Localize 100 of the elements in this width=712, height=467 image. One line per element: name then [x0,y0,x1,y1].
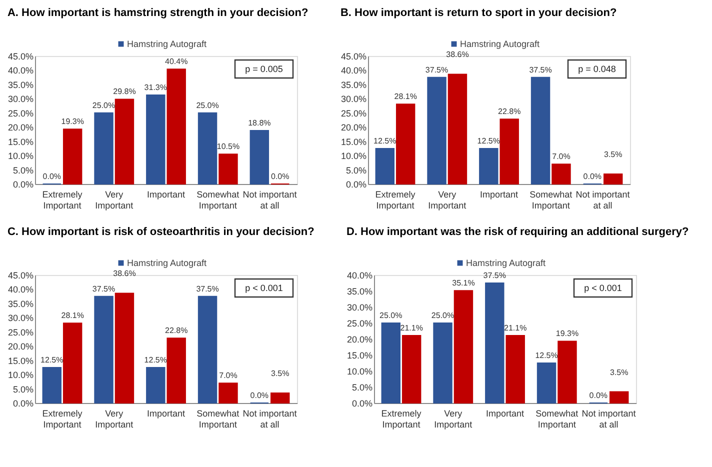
data-label: 37.5% [529,65,552,74]
y-tick-label: 5.0% [352,382,372,392]
bar [485,282,504,404]
data-label: 12.5% [40,355,64,364]
data-label: 38.6% [113,269,136,278]
x-tick-label: Important [480,190,518,200]
bar [381,322,400,404]
x-tick-label: Very Important [434,408,473,430]
bar [558,340,577,404]
y-tick-label: 25.0% [8,108,34,118]
bar [146,94,166,184]
data-label: 37.5% [196,284,219,294]
y-tick-label: 35.0% [8,80,34,90]
chart-title: C. How important is risk of osteoarthritis in your decision? [7,226,315,238]
legend-label: Hamstring Autograft [127,258,208,268]
x-tick-label: Important [486,408,524,418]
data-label: 12.5% [374,136,396,146]
bar [218,382,238,404]
y-tick-label: 40.0% [346,270,372,280]
data-label: 0.0% [583,172,602,181]
y-tick-label: 0.0% [12,398,34,408]
annotation: p < 0.001 [584,283,622,293]
bar [114,98,134,184]
data-label: 22.8% [165,326,188,336]
y-tick-label: 10.0% [8,370,34,380]
legend-label: Hamstring Autograft [127,39,208,49]
bar [433,322,452,404]
data-label: 0.0% [42,172,62,181]
x-tick-label: Somewhat Important [530,190,573,210]
y-tick-label: 0.0% [352,398,372,408]
data-label: 37.5% [92,284,116,294]
x-tick-label: Very Important [95,190,134,210]
y-tick-label: 30.0% [8,94,34,104]
data-label: 22.8% [498,107,521,116]
x-tick-label: Important [146,408,186,418]
y-tick-label: 5.0% [12,165,34,176]
bar [552,164,571,184]
data-label: 28.1% [394,92,417,102]
data-label: 19.3% [61,117,84,126]
y-tick-label: 35.0% [346,286,372,296]
y-tick-label: 10.0% [340,151,366,162]
bar [500,118,519,184]
bar [198,296,218,404]
data-label: 28.1% [61,311,84,320]
legend-label: Hamstring Autograft [466,258,546,268]
chart-title: D. How important was the risk of requiring an additional surgery? [346,226,690,238]
x-tick-label: Extremely Important [42,190,83,210]
y-tick-label: 15.0% [8,136,34,147]
data-label: 0.0% [270,172,290,181]
bar [62,128,82,184]
y-tick-label: 25.0% [8,327,34,338]
y-tick-label: 45.0% [8,52,34,62]
data-label: 3.5% [604,150,622,160]
data-label: 25.0% [92,100,116,110]
y-tick-label: 25.0% [346,318,372,328]
y-tick-label: 10.0% [8,151,34,162]
y-tick-label: 35.0% [8,298,34,309]
y-tick-label: 30.0% [340,94,366,104]
data-label: 25.0% [380,311,402,320]
annotation: p = 0.005 [245,64,283,74]
bar [94,112,114,184]
y-tick-label: 10.0% [346,366,372,376]
y-tick-label: 45.0% [8,270,34,280]
bar [250,130,270,184]
x-tick-label: Not important at all [242,408,298,430]
y-tick-label: 25.0% [340,108,366,118]
chart-title: A. How important is hamstring strength in your decision? [7,7,308,19]
data-label: 12.5% [535,351,558,360]
bar [94,296,114,404]
x-tick-label: Very Important [95,408,134,430]
data-label: 37.5% [425,65,448,74]
y-tick-label: 15.0% [346,350,372,360]
bar [610,391,629,404]
x-tick-label: Somewhat Important [196,408,240,430]
data-label: 19.3% [556,329,579,338]
x-tick-label: Important [146,190,186,200]
y-tick-label: 15.0% [340,136,366,147]
x-tick-label: Very Important [428,190,467,210]
bar [146,366,166,404]
y-tick-label: 35.0% [340,80,366,90]
bar [448,74,468,184]
data-label: 21.1% [504,323,527,332]
data-label: 25.0% [431,311,454,320]
y-tick-label: 20.0% [346,334,372,344]
y-tick-label: 5.0% [346,165,366,176]
data-label: 0.0% [250,391,269,400]
x-tick-label: Not important at all [582,408,636,430]
bar [530,76,550,184]
bar [479,148,498,184]
data-label: 10.5% [216,142,240,152]
x-tick-label: Extremely Important [375,190,416,210]
data-label: 0.0% [589,391,608,400]
y-tick-label: 40.0% [340,66,366,76]
x-tick-label: Extremely Important [381,408,422,430]
y-tick-label: 15.0% [8,356,34,366]
y-tick-label: 0.0% [12,180,34,190]
legend-label: Hamstring Autograft [460,39,540,49]
bar [270,392,290,404]
x-tick-label: Somewhat Important [536,408,579,430]
bar [396,104,416,184]
